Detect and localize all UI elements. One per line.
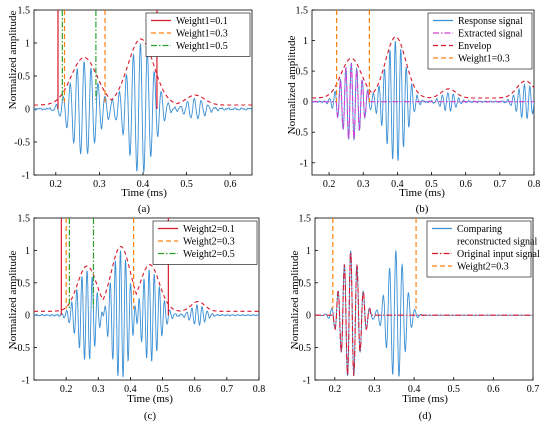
plot-frame [314, 217, 534, 381]
x-tick-label: 0.4 [391, 179, 404, 190]
y-tick-label: 0 [25, 105, 30, 116]
y-tick-label: 1 [303, 36, 308, 47]
plot-area [312, 10, 534, 161]
x-tick-label: 0.6 [224, 179, 237, 190]
y-tick-label: 0.5 [18, 72, 31, 83]
legend-label: Comparing [457, 224, 502, 235]
panel-label-a: (a) [138, 203, 151, 215]
panel-c: Normalized amplitude Time (ms) (c) -1 -0.… [7, 214, 265, 423]
y-tick-label: 0 [306, 311, 311, 322]
y-tick-label: 0 [303, 97, 308, 108]
plot-area [34, 10, 252, 173]
xlabel-c: Time (ms) [127, 393, 173, 405]
x-tick-label: 0.3 [92, 384, 105, 395]
x-tick-label: 0.5 [447, 384, 460, 395]
signal-line [34, 250, 259, 378]
x-tick-label: 0.3 [93, 179, 106, 190]
panel-b: Normalized amplitude Time (ms) (b) -1 -0.… [286, 6, 540, 216]
envelope-line [34, 245, 259, 312]
x-tick-label: 0.5 [180, 179, 193, 190]
legend-label: Weight2=0.3 [457, 262, 509, 273]
y-tick-label: 1.5 [18, 6, 31, 17]
x-tick-label: 0.8 [528, 179, 541, 190]
xlabel-d: Time (ms) [402, 393, 448, 405]
x-tick-label: 0.5 [156, 384, 169, 395]
x-tick-label: 0.7 [527, 384, 540, 395]
legend-label: Weight1=0.3 [458, 54, 510, 65]
ylabel-d: Normalized amplitude [289, 251, 301, 350]
x-tick-label: 0.6 [188, 384, 201, 395]
y-tick-label: -0.5 [14, 138, 30, 149]
legend-label: reconstructed signal [457, 237, 537, 248]
extracted-signal-line [315, 250, 533, 376]
panel-label-b: (b) [416, 203, 429, 215]
ylabel-c: Normalized amplitude [7, 251, 19, 350]
xlabel-b: Time (ms) [399, 187, 445, 199]
x-tick-label: 0.2 [50, 179, 63, 190]
y-tick-label: 1.5 [296, 6, 309, 17]
ylabel-b: Normalized amplitude [286, 36, 298, 135]
y-tick-label: -1 [303, 376, 311, 387]
plot-frame [33, 217, 260, 381]
x-tick-label: 0.4 [408, 384, 421, 395]
panel-d: Normalized amplitude Time (ms) (d) -1 -0.… [289, 214, 540, 423]
legend-label: Response signal [458, 16, 523, 27]
x-tick-label: 0.3 [368, 384, 381, 395]
y-tick-label: 1 [306, 246, 311, 257]
x-tick-label: 0.4 [137, 179, 150, 190]
legend-box [427, 12, 533, 70]
y-tick-label: 1 [25, 39, 30, 50]
legend-label: Envelop [458, 41, 491, 52]
x-tick-label: 0.4 [124, 384, 137, 395]
y-tick-label: -0.5 [295, 343, 311, 354]
legend-label: Weight1=0.3 [176, 29, 228, 40]
x-tick-label: 0.2 [323, 179, 336, 190]
legend-label: Weight2=0.5 [183, 249, 235, 260]
y-tick-label: 0.5 [18, 278, 31, 289]
legend-label: Weight2=0.3 [183, 237, 235, 248]
x-tick-label: 0.6 [487, 384, 500, 395]
envelope-line [312, 36, 534, 99]
plot-area [315, 218, 533, 377]
x-tick-label: 0.5 [425, 179, 438, 190]
legend-label: Original input signal [457, 249, 540, 260]
ylabel-a: Normalized amplitude [7, 11, 19, 110]
y-tick-label: 0 [25, 311, 30, 322]
extracted-signal-line [312, 63, 534, 140]
y-tick-label: -1 [300, 158, 308, 169]
y-tick-label: 1.5 [18, 214, 31, 225]
signal-line [34, 42, 252, 173]
x-tick-label: 0.6 [459, 179, 472, 190]
x-tick-label: 0.8 [253, 384, 266, 395]
x-tick-label: 0.3 [357, 179, 370, 190]
y-tick-label: 0.5 [299, 278, 312, 289]
legend-box [426, 220, 532, 278]
panel-label-c: (c) [144, 410, 157, 422]
envelope-line [34, 38, 252, 106]
y-tick-label: -1 [22, 376, 30, 387]
y-tick-label: -1 [22, 171, 30, 182]
panel-label-d: (d) [419, 410, 432, 422]
legend-label: Extracted signal [458, 29, 523, 40]
y-tick-label: -0.5 [292, 128, 308, 139]
x-tick-label: 0.7 [221, 384, 234, 395]
xlabel-a: Time (ms) [121, 187, 167, 199]
x-tick-label: 0.2 [60, 384, 73, 395]
legend-label: Weight1=0.1 [176, 16, 228, 27]
panel-a: Normalized amplitude Time (ms) (a) -1 -0.… [7, 6, 253, 215]
y-tick-label: -0.5 [14, 343, 30, 354]
legend-label: Weight2=0.1 [183, 224, 235, 235]
y-tick-label: 1.5 [299, 214, 312, 225]
x-tick-label: 0.7 [494, 179, 507, 190]
y-tick-label: 0.5 [296, 67, 309, 78]
x-tick-label: 0.2 [329, 384, 342, 395]
plot-frame [311, 9, 535, 176]
legend-label: Weight1=0.5 [176, 41, 228, 52]
y-tick-label: 1 [25, 246, 30, 257]
